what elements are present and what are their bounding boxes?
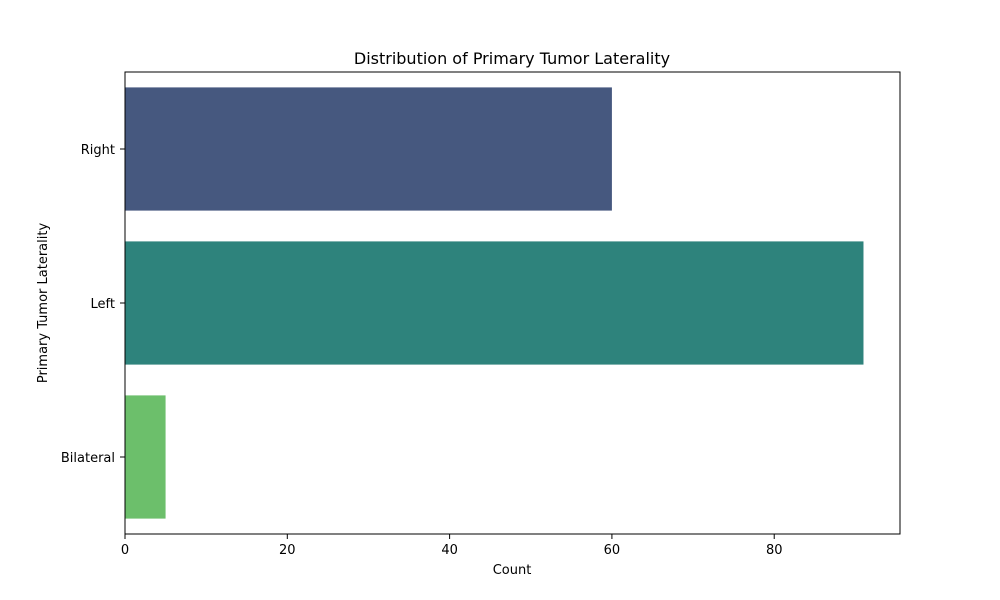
y-tick-label: Bilateral	[61, 451, 115, 466]
x-tick-label: 40	[441, 543, 458, 558]
y-tick-label: Left	[91, 297, 115, 312]
x-tick-label: 60	[604, 543, 621, 558]
x-tick-label: 20	[279, 543, 296, 558]
y-axis-label: Primary Tumor Laterality	[36, 223, 51, 384]
bar-left	[125, 241, 864, 365]
bar-bilateral	[125, 395, 166, 519]
x-tick-label: 80	[766, 543, 783, 558]
x-axis-label: Count	[493, 563, 532, 578]
x-tick-label: 0	[121, 543, 129, 558]
bar-right	[125, 87, 612, 211]
y-axis-ticks: Right Left Bilateral	[61, 143, 125, 466]
y-tick-label: Right	[81, 143, 115, 158]
bars-group	[125, 87, 864, 519]
chart-title: Distribution of Primary Tumor Laterality	[354, 49, 670, 68]
x-axis-ticks: 0 20 40 60 80	[121, 534, 783, 558]
